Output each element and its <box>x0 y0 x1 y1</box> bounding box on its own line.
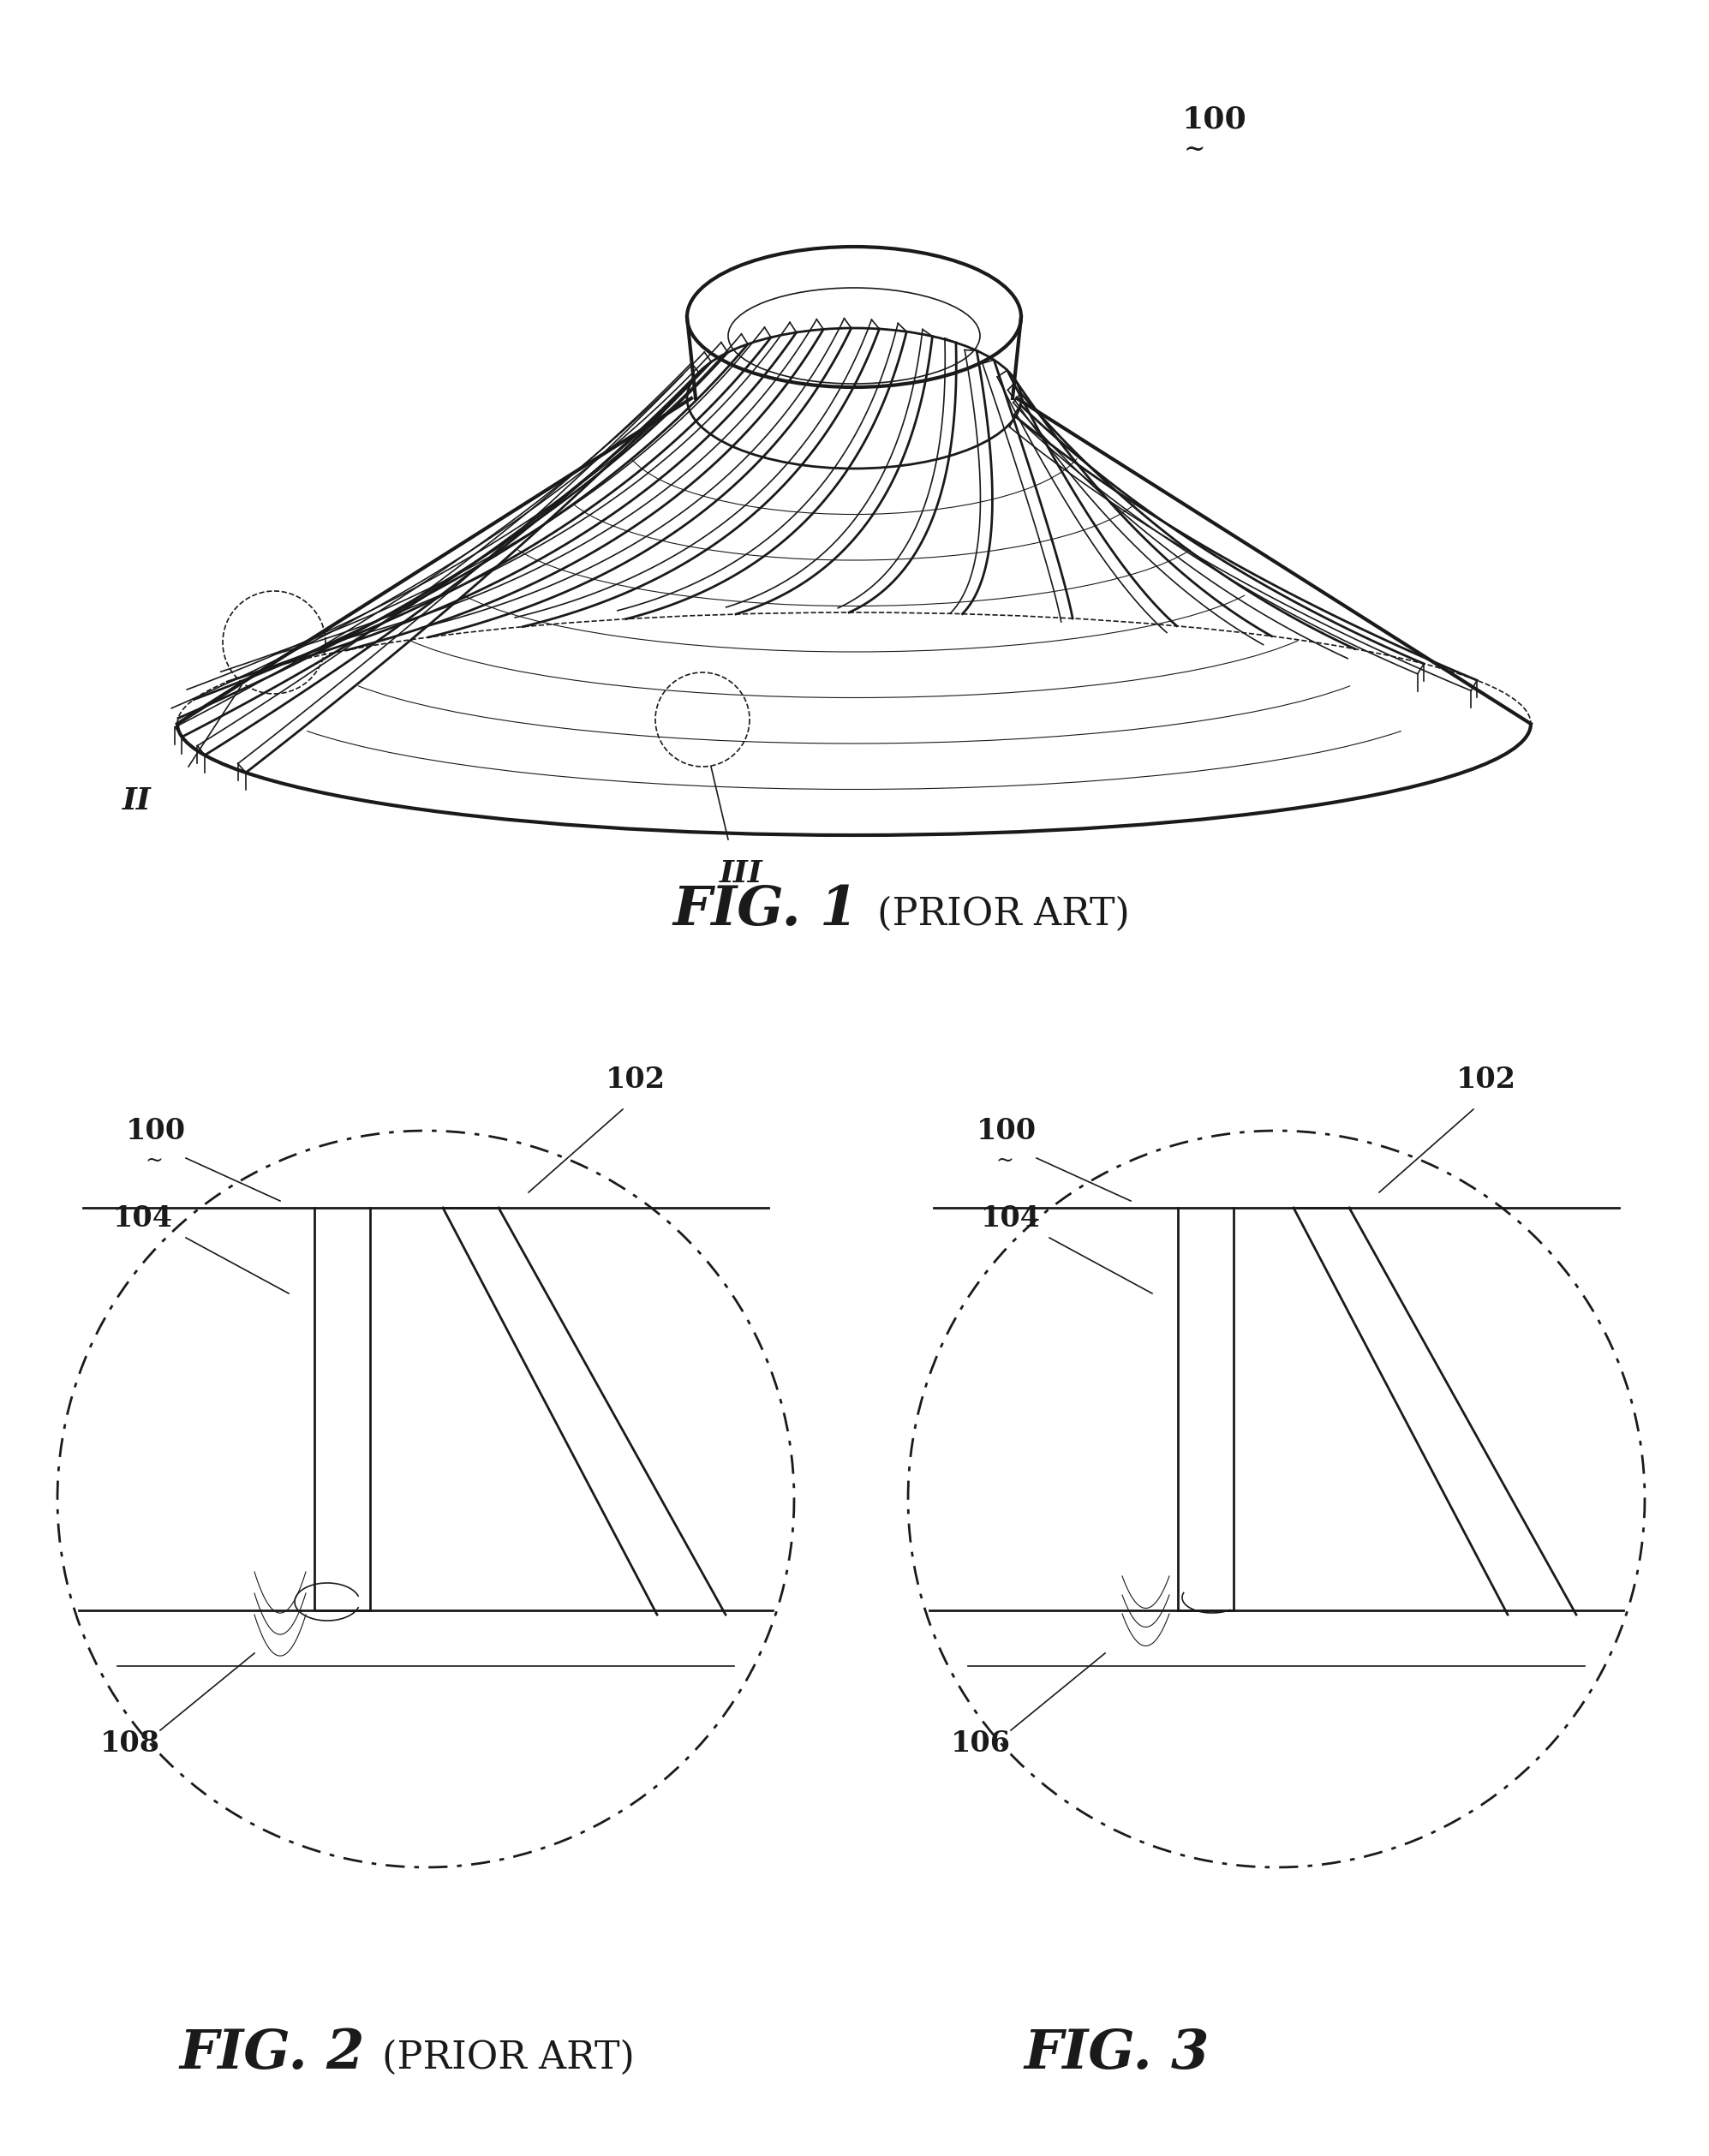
Text: 104: 104 <box>981 1205 1041 1233</box>
Text: 100: 100 <box>976 1117 1037 1145</box>
Text: 102: 102 <box>1456 1065 1516 1093</box>
Text: FIG. 1: FIG. 1 <box>672 884 858 936</box>
Text: 106: 106 <box>950 1729 1010 1757</box>
Text: (PRIOR ART): (PRIOR ART) <box>865 897 1130 934</box>
Text: (PRIOR ART): (PRIOR ART) <box>371 2040 634 2076</box>
Text: ~: ~ <box>995 1151 1013 1171</box>
Text: III: III <box>719 858 762 888</box>
Text: FIG. 2: FIG. 2 <box>179 2027 366 2081</box>
Text: 100: 100 <box>1183 106 1248 134</box>
Text: 102: 102 <box>605 1065 665 1093</box>
Text: ~: ~ <box>1184 138 1207 164</box>
Text: 104: 104 <box>113 1205 173 1233</box>
Text: ~: ~ <box>145 1151 162 1171</box>
Text: FIG. 3: FIG. 3 <box>1024 2027 1210 2081</box>
Text: II: II <box>123 787 152 815</box>
Text: 100: 100 <box>126 1117 186 1145</box>
Text: 108: 108 <box>101 1729 161 1757</box>
